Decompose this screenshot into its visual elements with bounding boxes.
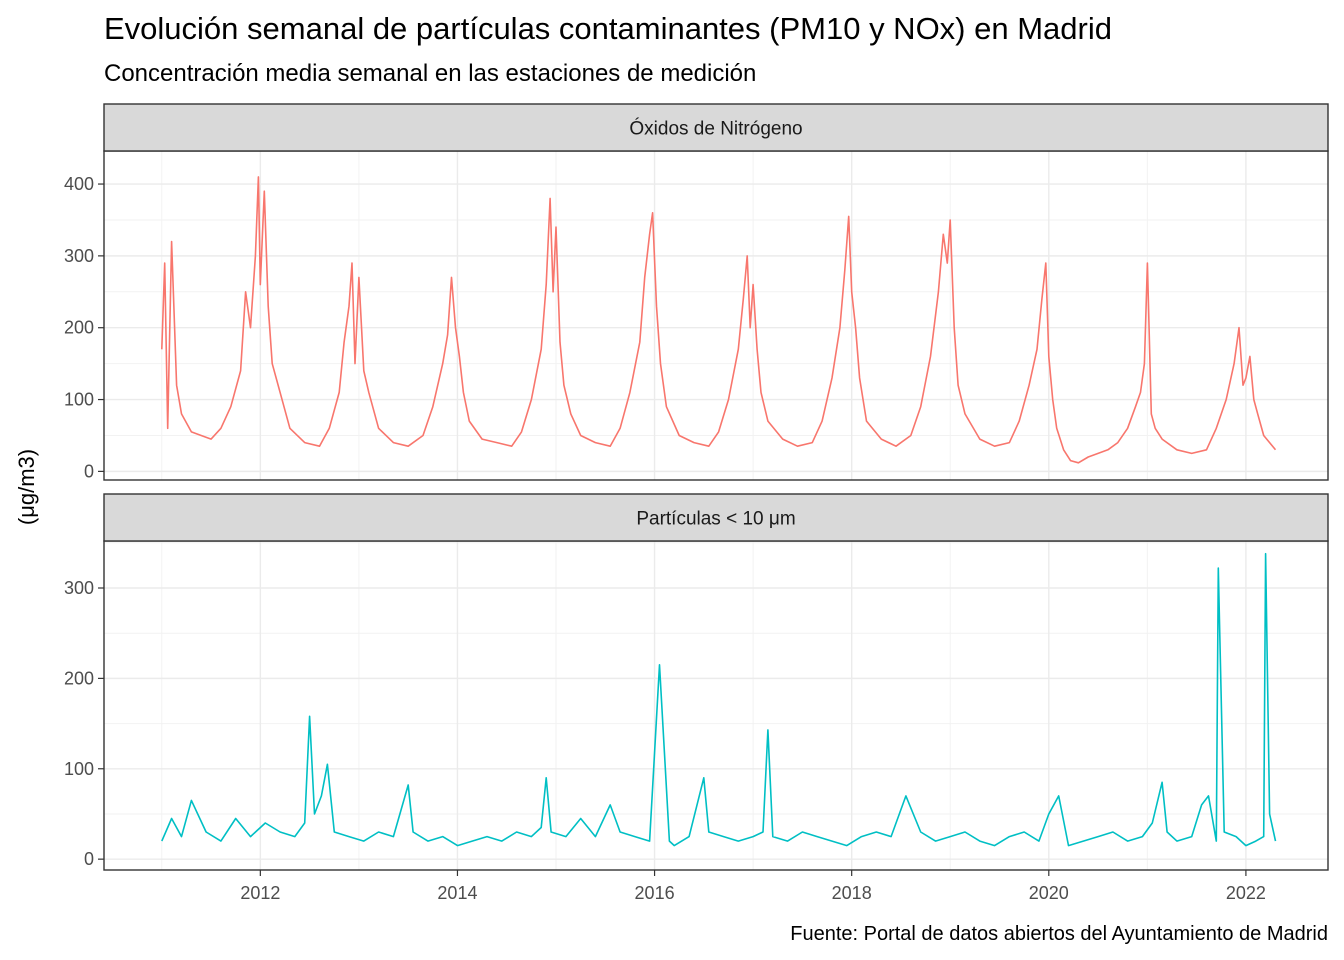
y-tick-label: 200 bbox=[64, 318, 94, 338]
chart-subtitle: Concentración media semanal en las estac… bbox=[104, 60, 757, 87]
y-tick-label: 0 bbox=[84, 461, 94, 481]
series-line bbox=[161, 176, 1277, 464]
panel-background bbox=[104, 151, 1328, 480]
chart-title: Evolución semanal de partículas contamin… bbox=[104, 11, 1112, 46]
facet-strip-label: Partículas < 10 μm bbox=[636, 509, 795, 530]
y-axis-label: (μg/m3) bbox=[14, 449, 39, 525]
x-tick-label: 2022 bbox=[1226, 883, 1266, 903]
y-tick-label: 0 bbox=[84, 849, 94, 869]
source-caption: Fuente: Portal de datos abiertos del Ayu… bbox=[790, 923, 1328, 945]
series-line bbox=[161, 552, 1277, 847]
x-tick-label: 2014 bbox=[437, 883, 477, 903]
x-tick-label: 2012 bbox=[240, 883, 280, 903]
y-tick-label: 300 bbox=[64, 578, 94, 598]
y-tick-label: 100 bbox=[64, 759, 94, 779]
panel-background bbox=[104, 541, 1328, 870]
x-tick-label: 2018 bbox=[832, 883, 872, 903]
facet-strip bbox=[103, 103, 1329, 152]
facet-strip bbox=[103, 493, 1329, 542]
y-tick-label: 100 bbox=[64, 390, 94, 410]
y-tick-label: 200 bbox=[64, 668, 94, 688]
x-tick-label: 2016 bbox=[635, 883, 675, 903]
x-tick-label: 2020 bbox=[1029, 883, 1069, 903]
facet-strip-label: Óxidos de Nitrógeno bbox=[629, 118, 802, 140]
y-tick-label: 300 bbox=[64, 246, 94, 266]
y-tick-label: 400 bbox=[64, 174, 94, 194]
